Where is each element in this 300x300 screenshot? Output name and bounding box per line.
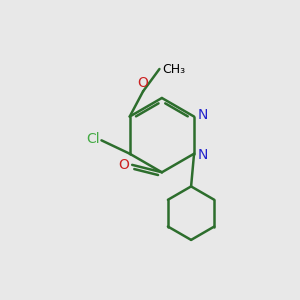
Text: CH₃: CH₃ — [162, 62, 185, 76]
Text: N: N — [198, 148, 208, 162]
Text: O: O — [118, 158, 129, 172]
Text: O: O — [138, 76, 148, 90]
Text: Cl: Cl — [86, 132, 100, 146]
Text: N: N — [198, 108, 208, 122]
